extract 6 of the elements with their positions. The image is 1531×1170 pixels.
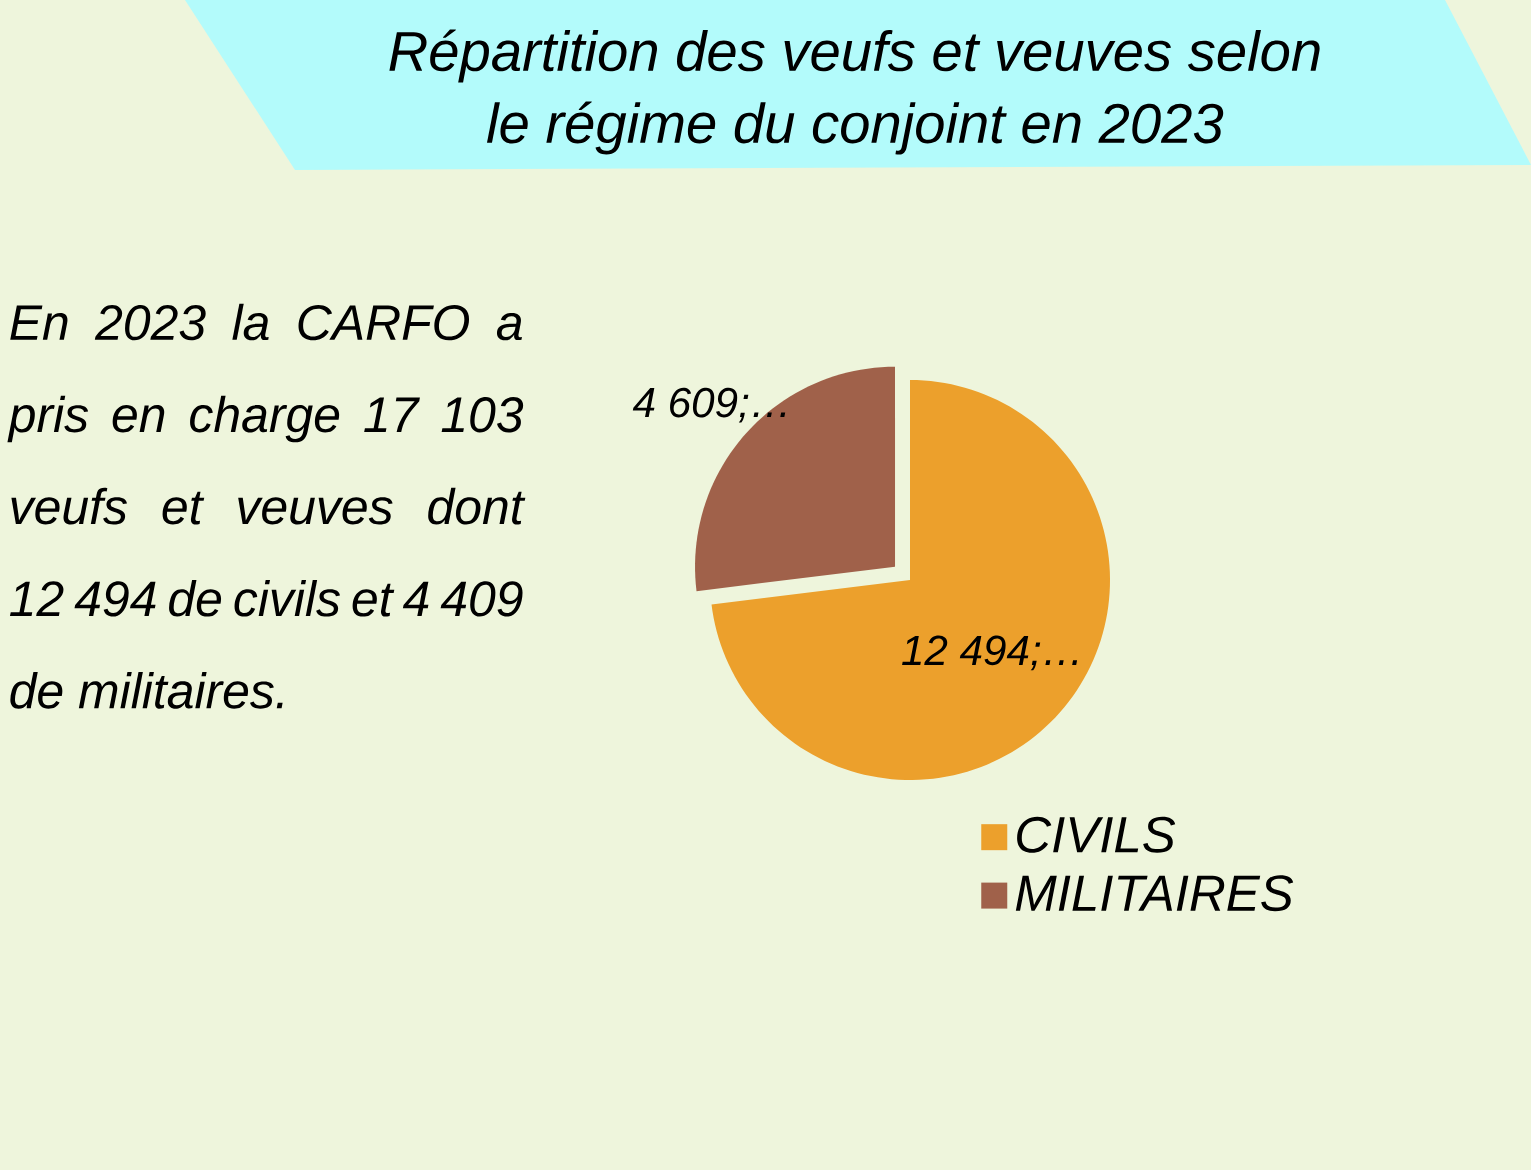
legend-label: MILITAIRES — [1015, 875, 1294, 912]
text: En 2023 la CARFO a pris en charge 17 103 veufs et veuves dont 12 494 de civils et 4 409 de militaires. — [7, 303, 526, 709]
legend-label: CIVILS — [1017, 816, 1176, 853]
chart-title: Répartition des veufs et veuves selon le régime du conjoint en 2023 — [389, 29, 1320, 155]
data-label: 4 609;… — [632, 387, 786, 423]
data-label: 12 494;… — [902, 635, 1078, 671]
